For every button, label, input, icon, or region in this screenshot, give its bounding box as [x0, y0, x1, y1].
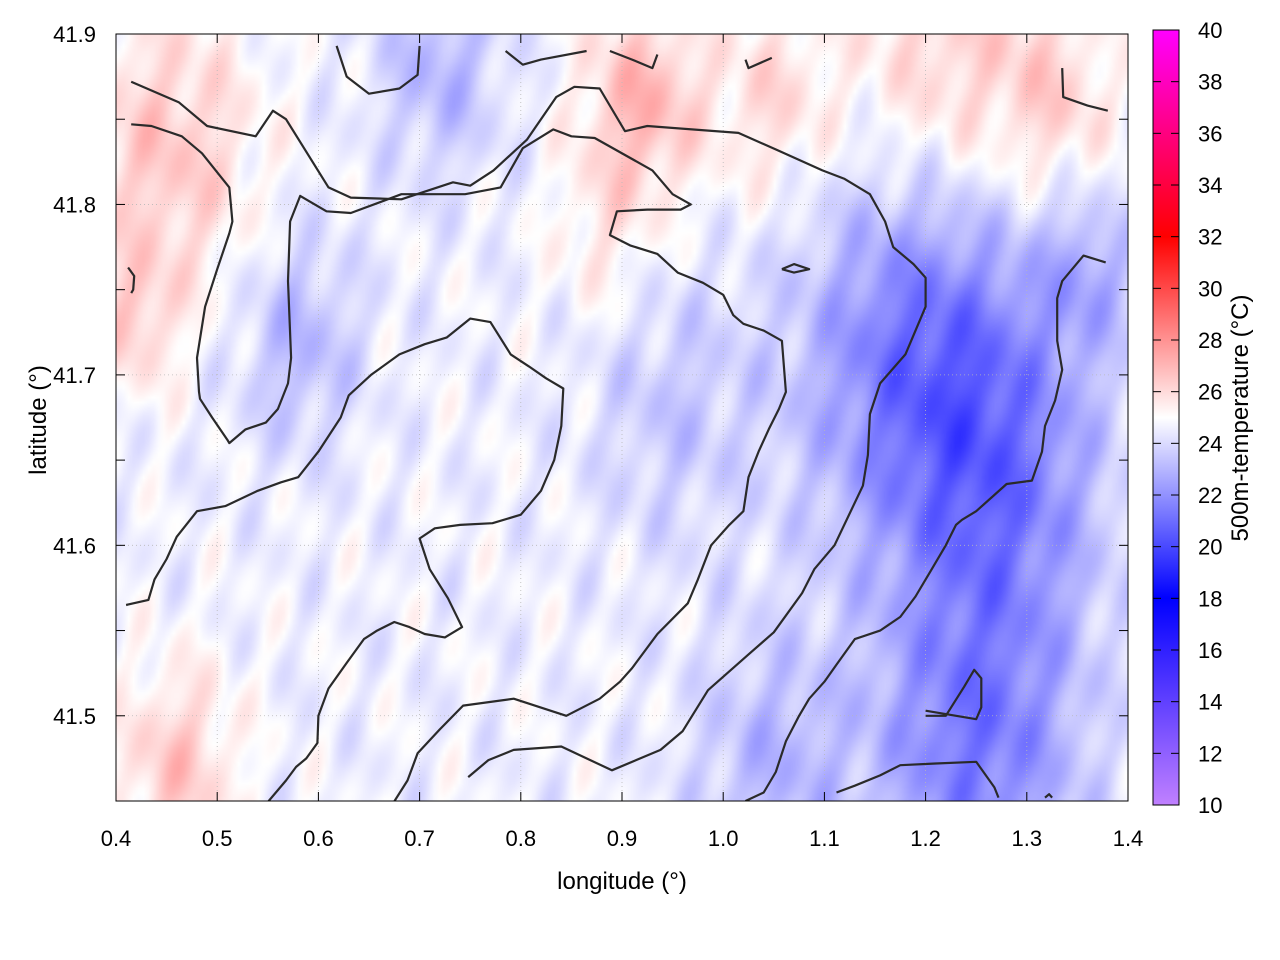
- colorbar: 10 12 14 16 18 20 22 24 26 28 30 32 34 36 38 40 500m-te…: [1152, 18, 1254, 818]
- contour-line: [836, 760, 1000, 799]
- colorbar-tick-label: 12: [1198, 741, 1222, 766]
- colorbar-tick-label: 38: [1198, 70, 1222, 95]
- x-tick-label: 0.4: [101, 826, 132, 851]
- contour-line: [125, 317, 565, 801]
- x-tick-label: 0.8: [506, 826, 537, 851]
- grid: [116, 34, 1128, 801]
- contour-line: [925, 668, 983, 721]
- x-tick-label: 0.5: [202, 826, 233, 851]
- contour-line: [1061, 68, 1109, 112]
- x-tick-label: 0.7: [404, 826, 435, 851]
- heatmap-field: [116, 34, 1128, 801]
- colorbar-tick-label: 34: [1198, 173, 1222, 198]
- contour-line: [1044, 793, 1053, 799]
- x-tick-label: 1.2: [910, 826, 941, 851]
- colorbar-frame: [1152, 29, 1180, 806]
- contour-line: [744, 56, 773, 70]
- colorbar-tick-label: 14: [1198, 690, 1222, 715]
- colorbar-ticks: 10 12 14 16 18 20 22 24 26 28 30 32 34 36 38 40: [1153, 18, 1222, 818]
- colorbar-tick-label: 24: [1198, 431, 1222, 456]
- colorbar-title: 500m-temperature (°C): [1227, 294, 1254, 541]
- y-tick-label: 41.6: [53, 533, 96, 558]
- colorbar-tick-label: 32: [1198, 225, 1222, 250]
- colorbar-tick-label: 16: [1198, 638, 1222, 663]
- y-tick-label: 41.7: [53, 363, 96, 388]
- colorbar-tick-label: 10: [1198, 793, 1222, 818]
- colorbar-tick-label: 20: [1198, 535, 1222, 560]
- x-tick-label: 0.9: [607, 826, 638, 851]
- colorbar-tick-label: 30: [1198, 276, 1222, 301]
- x-tick-label: 1.4: [1113, 826, 1144, 851]
- contour-line: [130, 80, 927, 778]
- heatmap-image: [116, 34, 1128, 801]
- contour-line: [131, 123, 787, 801]
- contour-line: [745, 254, 1107, 801]
- colorbar-tick-label: 22: [1198, 483, 1222, 508]
- y-tick-label: 41.5: [53, 704, 96, 729]
- colorbar-fill: [1153, 30, 1179, 805]
- contour-line: [609, 49, 659, 70]
- colorbar-tick-label: 26: [1198, 380, 1222, 405]
- x-axis-title: longitude (°): [557, 868, 687, 895]
- y-tick-label: 41.8: [53, 192, 96, 217]
- y-axis-title: latitude (°): [25, 365, 52, 475]
- contour-line: [127, 266, 136, 294]
- colorbar-tick-label: 40: [1198, 18, 1222, 43]
- contour-line: [781, 263, 811, 274]
- y-tick-label: 41.9: [53, 22, 96, 47]
- x-tick-label: 1.1: [809, 826, 840, 851]
- colorbar-tick-label: 18: [1198, 586, 1222, 611]
- y-axis: 41.5 41.6 41.7 41.8 41.9: [53, 22, 1128, 802]
- x-tick-label: 1.3: [1012, 826, 1043, 851]
- colorbar-tick-label: 36: [1198, 121, 1222, 146]
- contour-lines: [125, 45, 1109, 801]
- x-axis: 0.4 0.5 0.6 0.7 0.8 0.9 1.0 1.1 1.2 1.3 1.4: [101, 34, 1144, 851]
- x-tick-label: 0.6: [303, 826, 334, 851]
- colorbar-tick-label: 28: [1198, 328, 1222, 353]
- x-tick-label: 1.0: [708, 826, 739, 851]
- contour-line: [504, 49, 587, 66]
- contour-line: [335, 45, 421, 95]
